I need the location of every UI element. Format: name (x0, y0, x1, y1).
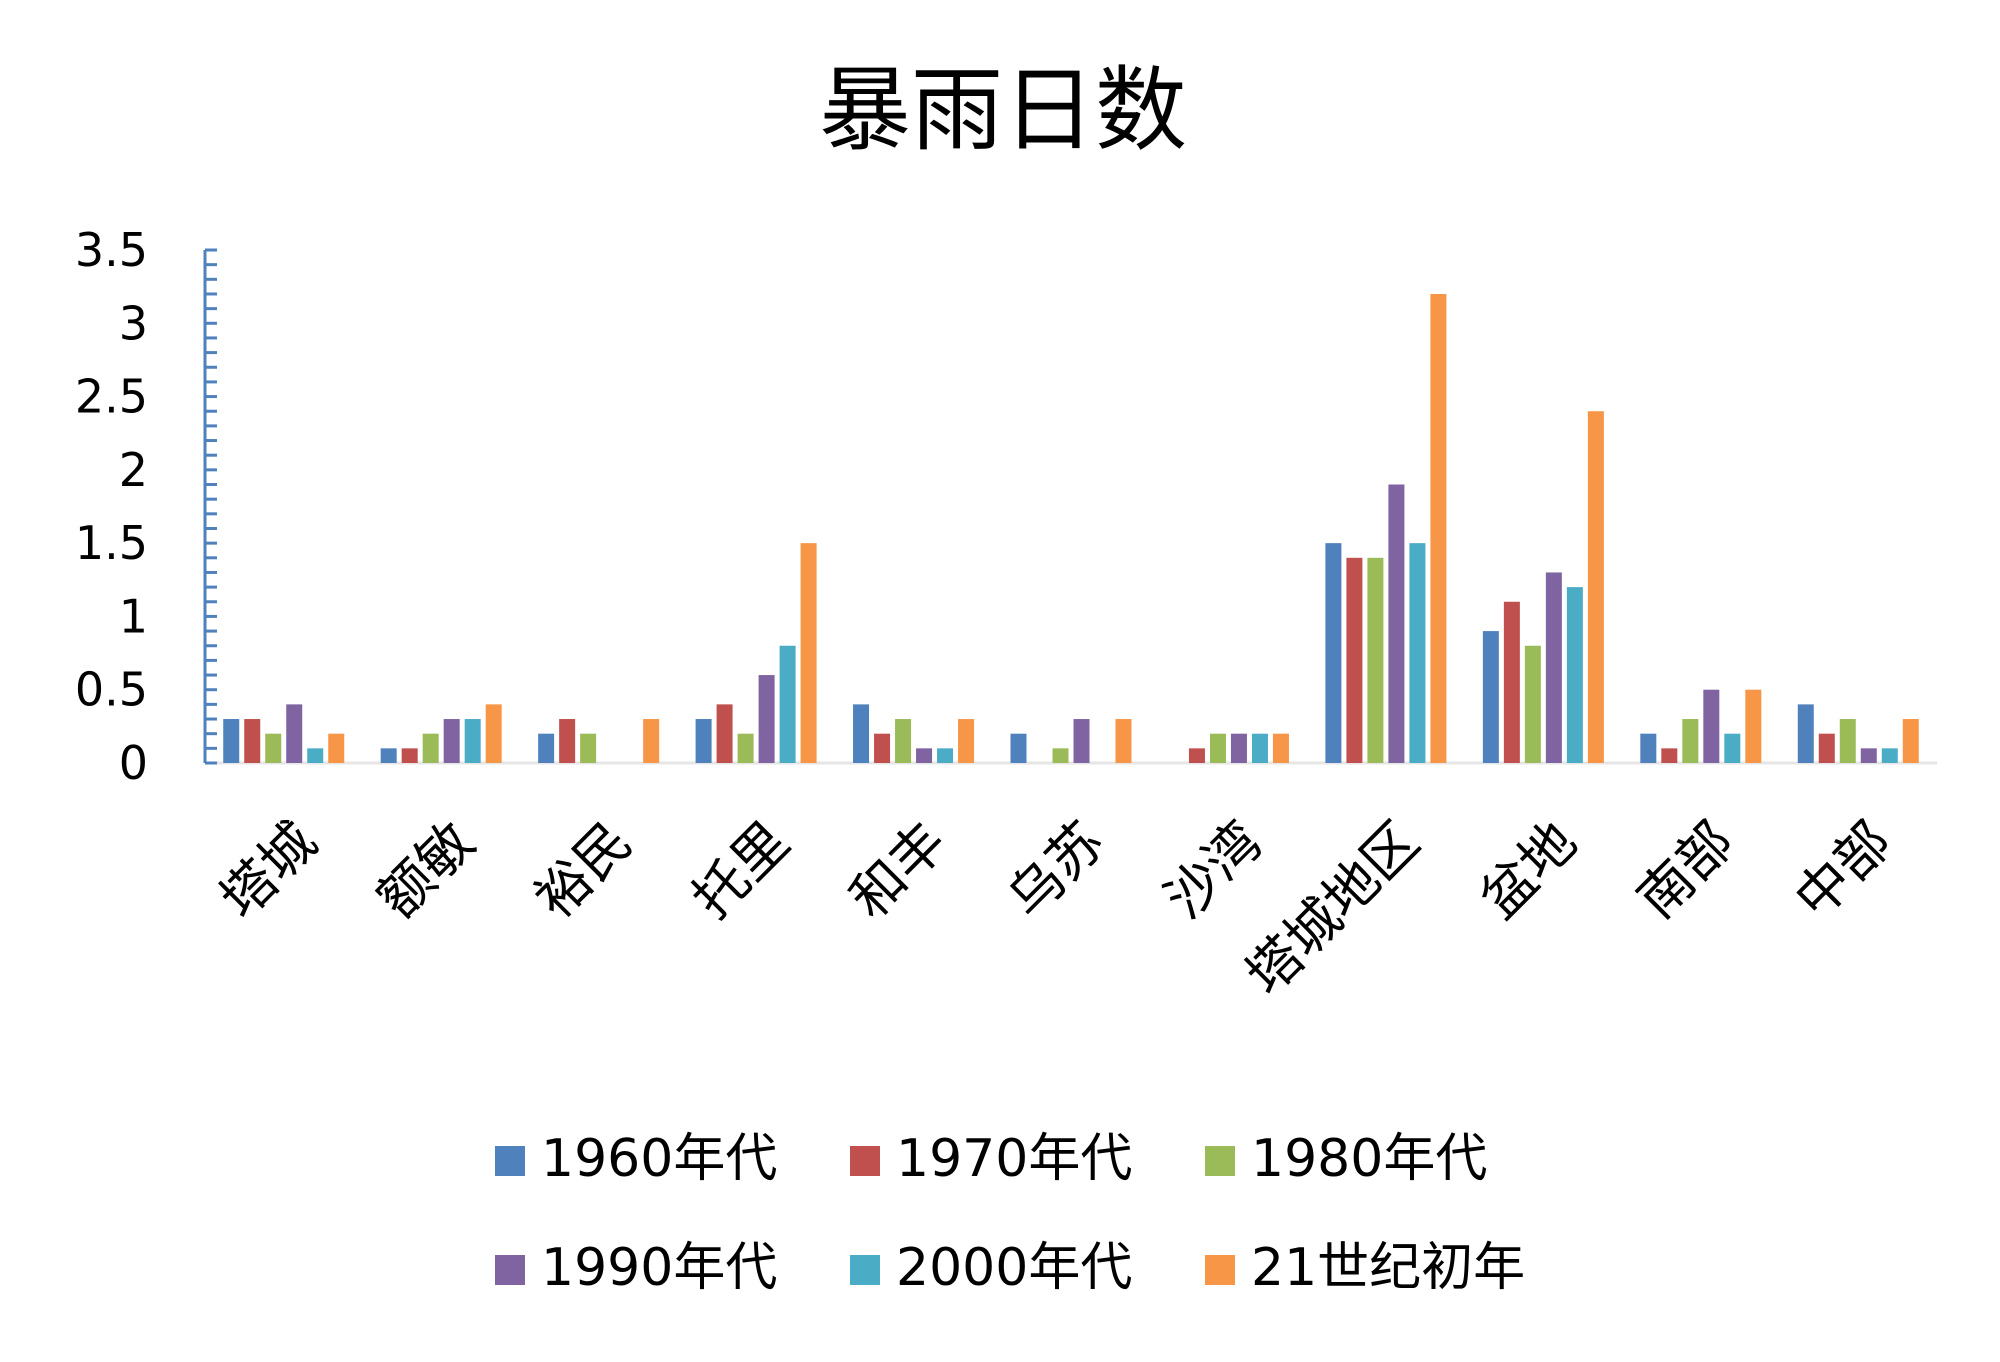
y-tick-label: 2 (119, 443, 148, 497)
legend-swatch (1205, 1146, 1235, 1176)
bar (1703, 689, 1720, 763)
legend: 1960年代 1970年代 1980年代 1990年代 2000年代 21世纪初年 (495, 1129, 1525, 1298)
bar (1797, 704, 1814, 763)
bar (1115, 719, 1132, 763)
legend-swatch (1205, 1255, 1235, 1285)
legend-label: 2000年代 (896, 1238, 1132, 1298)
bars-layer (223, 293, 1919, 763)
bar (1325, 543, 1342, 763)
legend-swatch (495, 1146, 525, 1176)
bar (1566, 587, 1583, 763)
bar (1745, 689, 1762, 763)
bar (1367, 557, 1384, 763)
y-tick-label: 2.5 (75, 370, 148, 424)
legend-swatch (850, 1255, 880, 1285)
legend-label: 1980年代 (1251, 1129, 1487, 1189)
legend-label: 1990年代 (541, 1238, 777, 1298)
legend-label: 1970年代 (896, 1129, 1132, 1189)
bar (1272, 733, 1289, 763)
legend-label: 1960年代 (541, 1129, 777, 1189)
bar (800, 543, 817, 763)
bar (559, 719, 576, 763)
x-tick-label: 南部 (1625, 810, 1746, 931)
bar (1430, 293, 1447, 763)
bar (1640, 733, 1657, 763)
bar (895, 719, 912, 763)
bar (1661, 748, 1678, 763)
x-tick-label: 沙湾 (1153, 810, 1274, 931)
bar (485, 704, 502, 763)
y-tick-label: 3 (119, 296, 148, 350)
y-tick-label: 3.5 (75, 223, 148, 277)
bar (1860, 748, 1877, 763)
bar (1251, 733, 1268, 763)
bar (1209, 733, 1226, 763)
bar (1545, 572, 1562, 763)
x-tick-label: 中部 (1783, 810, 1904, 931)
x-tick-label: 盆地 (1468, 810, 1589, 931)
bar (1409, 543, 1426, 763)
bar (758, 675, 775, 763)
bar (1881, 748, 1898, 763)
y-tick-label: 0 (119, 736, 148, 790)
x-tick-label: 塔城 (208, 810, 329, 931)
bar (464, 719, 481, 763)
y-tick-label: 1 (119, 589, 148, 643)
legend-swatch (850, 1146, 880, 1176)
y-tick-label: 0.5 (75, 663, 148, 717)
bar (779, 645, 796, 763)
bar (1482, 631, 1499, 763)
bar (1073, 719, 1090, 763)
bar (1010, 733, 1027, 763)
bar (1682, 719, 1699, 763)
bar (737, 733, 754, 763)
bar (307, 748, 324, 763)
bar (1724, 733, 1741, 763)
x-tick-label: 托里 (680, 810, 801, 931)
bar (1052, 748, 1069, 763)
bar (443, 719, 460, 763)
bar (1524, 645, 1541, 763)
x-tick-label: 塔城地区 (1234, 810, 1431, 1007)
bar (643, 719, 660, 763)
bar (538, 733, 555, 763)
bar (580, 733, 597, 763)
bar (286, 704, 303, 763)
x-tick-label: 乌苏 (995, 810, 1116, 931)
bar (1839, 719, 1856, 763)
x-tick-label: 裕民 (523, 810, 644, 931)
bar (1587, 411, 1604, 763)
bar (1503, 601, 1520, 763)
bar (958, 719, 975, 763)
bar (853, 704, 870, 763)
legend-label: 21世纪初年 (1251, 1238, 1525, 1298)
legend-swatch (495, 1255, 525, 1285)
bar (223, 719, 240, 763)
bar (422, 733, 439, 763)
bar (265, 733, 282, 763)
bar (380, 748, 397, 763)
bar (1346, 557, 1363, 763)
bar (328, 733, 345, 763)
bar (1902, 719, 1919, 763)
bar (695, 719, 712, 763)
bar (1188, 748, 1205, 763)
bar (401, 748, 418, 763)
bar (1388, 484, 1405, 763)
x-tick-label: 额敏 (365, 810, 486, 931)
bar (716, 704, 733, 763)
y-tick-label: 1.5 (75, 516, 148, 570)
x-tick-label: 和丰 (838, 810, 959, 931)
bar (874, 733, 891, 763)
chart-title: 暴雨日数 (819, 57, 1187, 164)
bar (916, 748, 933, 763)
bar (937, 748, 954, 763)
bar (1230, 733, 1247, 763)
bar (1818, 733, 1835, 763)
axis-layer: 0 0.5 1 1.5 2 2.5 3 3.5 (75, 223, 1937, 790)
bar (244, 719, 261, 763)
